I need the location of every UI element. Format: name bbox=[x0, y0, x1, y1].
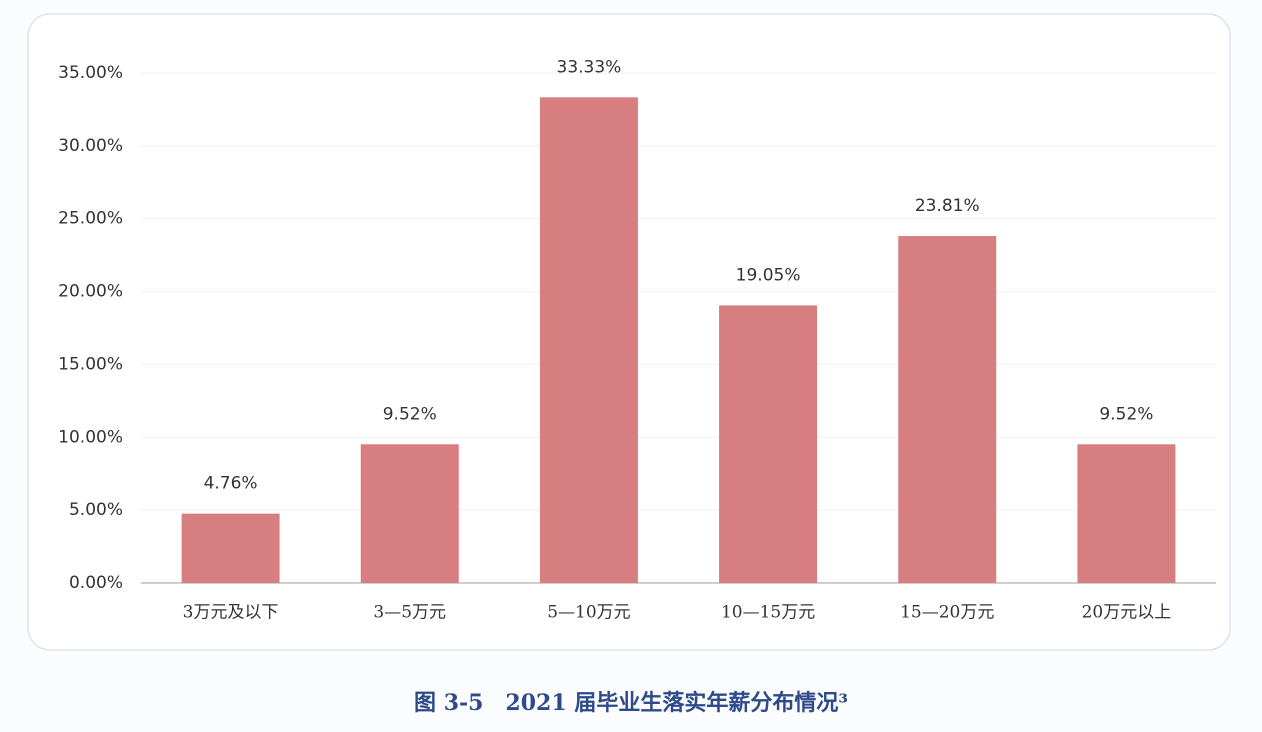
y-tick-label: 10.00% bbox=[58, 427, 123, 447]
value-label: 23.81% bbox=[915, 196, 980, 216]
chart-title: 图 3-5 2021 届毕业生落实年薪分布情况³ bbox=[414, 690, 848, 716]
y-tick-label: 5.00% bbox=[69, 500, 123, 520]
y-tick-label: 30.00% bbox=[58, 136, 123, 156]
value-label: 33.33% bbox=[557, 57, 622, 77]
x-tick-label: 10—15万元 bbox=[721, 603, 815, 623]
x-tick-label: 15—20万元 bbox=[900, 603, 994, 623]
bar bbox=[1077, 444, 1176, 583]
bar bbox=[539, 97, 638, 583]
x-tick-label: 3—5万元 bbox=[373, 603, 446, 623]
bar bbox=[181, 513, 280, 583]
y-tick-label: 20.00% bbox=[58, 282, 123, 302]
bar bbox=[719, 305, 818, 583]
y-tick-label: 0.00% bbox=[69, 573, 123, 593]
value-label: 9.52% bbox=[1099, 404, 1153, 424]
bar bbox=[360, 444, 459, 583]
value-label: 19.05% bbox=[736, 265, 801, 285]
y-tick-label: 25.00% bbox=[58, 209, 123, 229]
x-tick-label: 20万元以上 bbox=[1082, 603, 1172, 623]
x-tick-label: 5—10万元 bbox=[547, 603, 630, 623]
bar bbox=[898, 236, 997, 583]
y-tick-label: 15.00% bbox=[58, 354, 123, 374]
y-tick-label: 35.00% bbox=[58, 63, 123, 83]
value-label: 4.76% bbox=[204, 474, 258, 494]
value-label: 9.52% bbox=[383, 404, 437, 424]
x-tick-label: 3万元及以下 bbox=[183, 603, 279, 623]
